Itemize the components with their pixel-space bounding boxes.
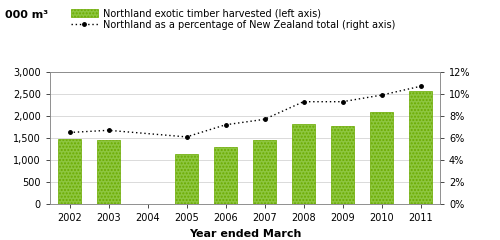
Legend: Northland exotic timber harvested (left axis), Northland as a percentage of New : Northland exotic timber harvested (left … [70, 7, 396, 31]
Bar [97, 140, 120, 204]
Bar [292, 124, 315, 204]
Bar [253, 140, 276, 204]
Bar [331, 126, 354, 204]
Bar [370, 113, 393, 204]
Text: 000 m³: 000 m³ [5, 10, 48, 20]
Bar [409, 91, 432, 204]
X-axis label: Year ended March: Year ended March [189, 228, 301, 239]
Bar [58, 139, 81, 204]
Bar [175, 154, 198, 204]
Bar [214, 147, 237, 204]
